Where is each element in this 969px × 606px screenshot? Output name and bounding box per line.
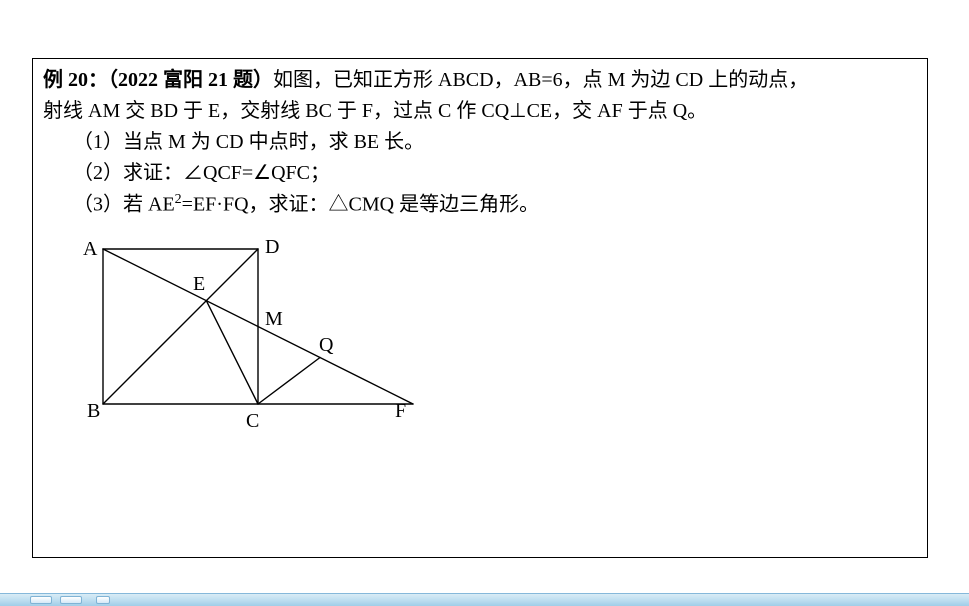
example-number: 例 20： <box>43 69 108 91</box>
taskbar-button[interactable] <box>96 596 110 604</box>
problem-line-1-rest: 如图，已知正方形 ABCD，AB=6，点 M 为边 CD 上的动点， <box>273 69 808 91</box>
label-F: F <box>395 401 406 421</box>
label-A: A <box>83 239 97 259</box>
problem-line-2: 射线 AM 交 BD 于 E，交射线 BC 于 F，过点 C 作 CQ⊥CE，交… <box>43 96 917 127</box>
geometry-diagram: A D B C E M Q F <box>43 229 423 439</box>
page-root: 例 20：（2022 富阳 21 题）如图，已知正方形 ABCD，AB=6，点 … <box>0 0 969 606</box>
label-E: E <box>193 274 205 294</box>
label-D: D <box>265 237 279 257</box>
problem-frame: 例 20：（2022 富阳 21 题）如图，已知正方形 ABCD，AB=6，点 … <box>32 58 928 558</box>
problem-part-1: （1）当点 M 为 CD 中点时，求 BE 长。 <box>43 127 917 158</box>
problem-part-3-pre: （3）若 AE <box>73 194 175 216</box>
problem-part-3-post: =EF·FQ，求证：△CMQ 是等边三角形。 <box>182 194 539 216</box>
label-B: B <box>87 401 100 421</box>
label-Q: Q <box>319 335 333 355</box>
taskbar-button[interactable] <box>60 596 82 604</box>
problem-source: （2022 富阳 21 题） <box>108 69 273 91</box>
taskbar-button[interactable] <box>30 596 52 604</box>
problem-part-3: （3）若 AE2=EF·FQ，求证：△CMQ 是等边三角形。 <box>43 189 917 221</box>
label-C: C <box>246 411 259 431</box>
problem-text: 例 20：（2022 富阳 21 题）如图，已知正方形 ABCD，AB=6，点 … <box>43 65 917 221</box>
taskbar <box>0 593 969 606</box>
label-M: M <box>265 309 283 329</box>
problem-line-1: 例 20：（2022 富阳 21 题）如图，已知正方形 ABCD，AB=6，点 … <box>43 65 917 96</box>
problem-part-2: （2）求证：∠QCF=∠QFC； <box>43 158 917 189</box>
problem-part-3-sup: 2 <box>175 192 182 207</box>
